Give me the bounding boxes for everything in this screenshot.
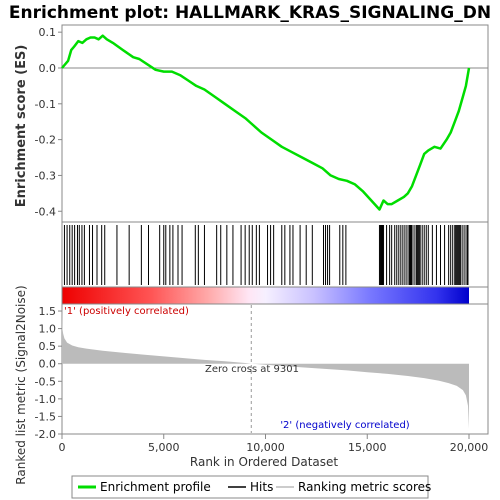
es-y-axis-label: Enrichment score (ES) xyxy=(14,45,29,208)
es-y-tick-label: -0.4 xyxy=(35,205,56,218)
metric-y-axis-label: Ranked list metric (Signal2Noise) xyxy=(14,285,28,484)
rank-color-band xyxy=(61,286,489,305)
legend-label-hits: Hits xyxy=(250,480,273,494)
legend-label-enrichment-profile: Enrichment profile xyxy=(100,480,211,494)
es-y-tick-label: -0.2 xyxy=(35,134,56,147)
legend: Enrichment profile Hits Ranking metric s… xyxy=(71,475,431,499)
legend-item-enrichment-profile: Enrichment profile xyxy=(78,480,211,494)
metric-y-axis: 1.5 1.0 0.5 0.0 -0.5 -1.0 -1.5 -2.0 xyxy=(35,305,62,441)
x-tick-label: 5,000 xyxy=(148,441,180,454)
x-tick-label: 15,000 xyxy=(348,441,387,454)
metric-y-tick-label: 0.0 xyxy=(39,358,57,371)
metric-panel: 1.5 1.0 0.5 0.0 -0.5 -1.0 -1.5 -2.0 '1' (positi… xyxy=(14,285,489,485)
metric-y-tick-label: -1.0 xyxy=(35,393,56,406)
metric-y-tick-label: 1.5 xyxy=(39,305,57,318)
metric-y-tick-label: 0.5 xyxy=(39,340,57,353)
zero-cross-label: Zero cross at 9301 xyxy=(205,364,299,375)
es-y-tick-label: -0.1 xyxy=(35,98,56,111)
hits-panel xyxy=(61,221,489,288)
ranking-metric-area xyxy=(62,304,469,429)
es-y-tick-label: -0.3 xyxy=(35,169,56,182)
legend-item-hits: Hits xyxy=(228,480,273,494)
negative-correlation-label: '2' (negatively correlated) xyxy=(280,420,409,431)
positive-correlation-label: '1' (positively correlated) xyxy=(64,306,189,317)
metric-y-tick-label: -2.0 xyxy=(35,428,56,441)
es-y-axis: 0.1 0.0 -0.1 -0.2 -0.3 -0.4 xyxy=(35,26,62,218)
x-tick-label: 20,000 xyxy=(450,441,489,454)
x-axis: 0 5,000 10,000 15,000 20,000 xyxy=(59,434,489,454)
es-y-tick-label: 0.1 xyxy=(39,26,57,39)
x-tick-label: 10,000 xyxy=(246,441,285,454)
es-y-tick-label: 0.0 xyxy=(39,62,57,75)
enrichment-profile-line xyxy=(61,34,471,211)
legend-item-ranking-metric: Ranking metric scores xyxy=(276,480,431,494)
metric-y-tick-label: 1.0 xyxy=(39,323,57,336)
metric-y-tick-label: -0.5 xyxy=(35,375,56,388)
legend-label-ranking-metric: Ranking metric scores xyxy=(298,480,431,494)
hit-markers xyxy=(63,225,469,285)
x-axis-label: Rank in Ordered Dataset xyxy=(190,455,338,469)
metric-y-tick-label: -1.5 xyxy=(35,410,56,423)
es-panel: 0.1 0.0 -0.1 -0.2 -0.3 -0.4 Enrichment score … xyxy=(14,24,489,223)
x-tick-label: 0 xyxy=(59,441,66,454)
chart-title: Enrichment plot: HALLMARK_KRAS_SIGNALING… xyxy=(9,3,491,23)
